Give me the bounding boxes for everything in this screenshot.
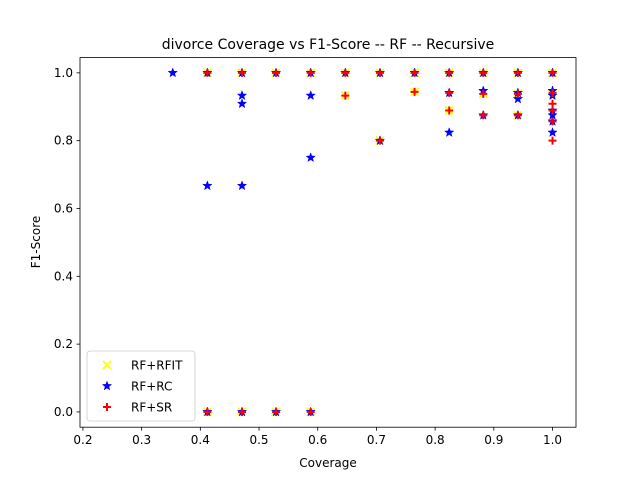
- scatter-point: [479, 111, 488, 120]
- x-tick-label: 0.6: [308, 433, 327, 447]
- scatter-point: [202, 180, 213, 191]
- scatter-markers: [167, 67, 558, 417]
- legend-marker: [102, 360, 112, 370]
- scatter-point: [375, 68, 384, 77]
- scatter-point: [375, 136, 384, 145]
- scatter-point: [548, 106, 557, 115]
- scatter-point: [272, 68, 281, 77]
- legend-marker: [101, 380, 113, 391]
- scatter-point: [238, 407, 247, 416]
- x-axis-label: Coverage: [299, 456, 357, 470]
- scatter-point: [238, 68, 247, 77]
- scatter-point: [167, 67, 178, 78]
- axes-frame: [79, 57, 577, 428]
- scatter-point: [548, 136, 557, 145]
- scatter-point: [305, 152, 316, 163]
- scatter-point: [236, 180, 248, 191]
- y-tick-label: 0.8: [54, 134, 73, 148]
- legend-label: RF+RC: [131, 380, 172, 394]
- scatter-point: [203, 68, 212, 77]
- scatter-point: [479, 89, 488, 98]
- scatter-point: [479, 68, 488, 77]
- x-tick-label: 0.7: [367, 433, 386, 447]
- x-tick-label: 0.4: [191, 433, 210, 447]
- scatter-point: [513, 89, 522, 98]
- x-axis-ticks: 0.2 0.3 0.4 0.5 0.6 0.7 0.8 0.9 1.0: [73, 427, 562, 447]
- scatter-point: [306, 407, 315, 416]
- scatter-point: [341, 91, 350, 100]
- y-tick-label: 0.0: [54, 405, 73, 419]
- scatter-point: [445, 106, 454, 115]
- y-tick-label: 0.6: [54, 201, 73, 215]
- legend-label: RF+RFIT: [131, 359, 183, 373]
- legend: RF+RFIT RF+RC RF+SR: [86, 350, 196, 422]
- scatter-point: [306, 68, 315, 77]
- scatter-point: [410, 68, 419, 77]
- x-tick-label: 1.0: [543, 433, 562, 447]
- scatter-point: [341, 68, 350, 77]
- scatter-point: [305, 90, 316, 101]
- scatter-point: [410, 87, 419, 96]
- x-tick-label: 0.9: [484, 433, 503, 447]
- y-axis-label: F1-Score: [29, 216, 43, 268]
- scatter-point: [548, 68, 557, 77]
- scatter-point: [548, 88, 557, 97]
- legend-label: RF+SR: [131, 401, 172, 415]
- scatter-point: [236, 90, 248, 101]
- y-tick-label: 0.4: [54, 269, 73, 283]
- chart-title: divorce Coverage vs F1-Score -- RF -- Re…: [162, 37, 495, 53]
- x-tick-label: 0.5: [249, 433, 268, 447]
- series-rf-sr: [203, 68, 557, 416]
- scatter-point: [513, 68, 522, 77]
- scatter-point: [203, 407, 212, 416]
- y-axis-ticks: 0.0 0.2 0.4 0.6 0.8 1.0: [54, 66, 80, 419]
- x-tick-label: 0.8: [426, 433, 445, 447]
- x-tick-label: 0.2: [73, 433, 92, 447]
- scatter-point: [512, 93, 524, 104]
- scatter-point: [548, 117, 557, 126]
- x-tick-label: 0.3: [132, 433, 151, 447]
- scatter-point: [513, 111, 522, 120]
- y-tick-label: 1.0: [54, 66, 73, 80]
- y-tick-label: 0.2: [54, 337, 73, 351]
- scatter-point: [236, 98, 248, 109]
- scatter-point: [548, 99, 557, 108]
- scatter-point: [445, 68, 454, 77]
- scatter-point: [547, 127, 558, 138]
- scatter-point: [443, 127, 455, 138]
- legend-box: [86, 350, 196, 422]
- scatter-point: [272, 407, 281, 416]
- legend-marker: [103, 403, 111, 411]
- scatter-point: [445, 88, 454, 97]
